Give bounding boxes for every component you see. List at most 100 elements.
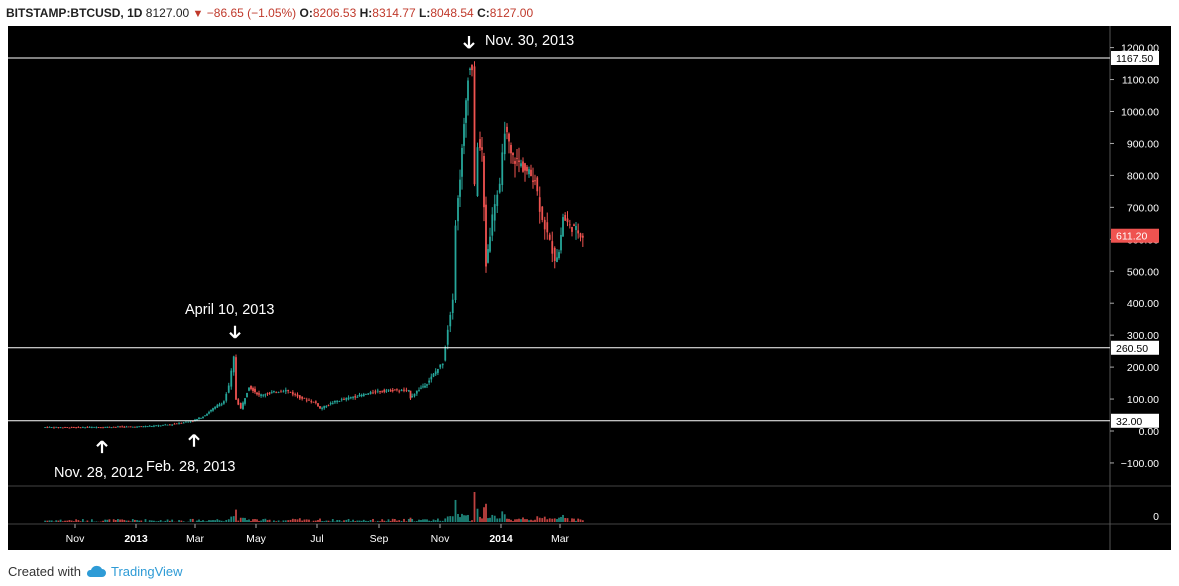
candle-body: [218, 404, 221, 407]
candle-body: [347, 397, 350, 400]
candle-body: [242, 402, 244, 410]
volume-bar: [260, 520, 262, 522]
candle-body: [418, 390, 420, 391]
volume-bar: [208, 520, 210, 522]
last-price-label: 611.20: [1116, 231, 1147, 243]
volume-bar: [206, 521, 208, 522]
volume-bar: [131, 519, 134, 522]
tradingview-link[interactable]: TradingView: [110, 563, 183, 579]
volume-bar: [411, 518, 414, 522]
volume-bar: [314, 520, 317, 522]
volume-bar: [413, 521, 416, 522]
candle-body: [198, 417, 200, 420]
candle-body: [168, 424, 171, 426]
volume-bar: [389, 520, 392, 522]
volume-bar: [204, 521, 206, 522]
volume-bar: [400, 520, 403, 522]
volume-bar: [140, 520, 143, 522]
volume-bar: [246, 520, 248, 522]
candle-body: [112, 426, 115, 428]
candle-body: [155, 425, 158, 427]
candle-body: [548, 234, 551, 240]
candle-body: [389, 390, 392, 392]
volume-bar: [543, 516, 546, 522]
volume-bar: [532, 520, 534, 522]
volume-bar: [381, 519, 384, 522]
candle-body: [441, 363, 444, 366]
volume-bar: [352, 519, 354, 522]
price-chart[interactable]: −100.00 0.00 100.00 200.00 300.00 400.00 500.0…: [8, 26, 1171, 550]
candle-body: [568, 224, 571, 226]
volume-bar: [291, 518, 294, 522]
candle-body: [526, 166, 528, 172]
price-tick-label: 400.00: [1127, 298, 1159, 310]
candle-body: [308, 399, 310, 401]
candle-body: [487, 249, 489, 263]
volume-bar: [216, 519, 219, 522]
volume-bar: [150, 520, 153, 522]
candle-body: [72, 427, 75, 428]
volume-bar: [473, 492, 476, 522]
candle-body: [516, 158, 518, 159]
candle-body: [546, 222, 549, 233]
volume-bar: [210, 520, 212, 522]
volume-bar: [506, 518, 508, 522]
candle-body: [266, 393, 269, 395]
candle-body: [77, 427, 80, 428]
candle-body: [202, 416, 204, 418]
volume-bar: [551, 518, 554, 522]
price-tick-label: 900.00: [1127, 138, 1159, 150]
candle-body: [483, 155, 485, 208]
volume-bar: [64, 520, 66, 522]
low-value: 8048.54: [430, 6, 474, 20]
candle-body: [70, 427, 73, 428]
candle-body: [403, 389, 405, 391]
candle-body: [564, 214, 567, 221]
candle-body: [383, 389, 386, 392]
candle-body: [538, 197, 541, 212]
volume-bar: [227, 519, 230, 522]
candle-body: [415, 390, 418, 394]
candle-body: [97, 427, 100, 429]
volume-bar: [298, 518, 301, 522]
last-price: 8127.00: [145, 6, 190, 20]
volume-bar: [50, 520, 53, 522]
volume-bar: [125, 520, 128, 522]
volume-bar: [127, 520, 130, 522]
volume-bar: [129, 521, 132, 522]
volume-bar: [463, 515, 465, 522]
candle-body: [331, 403, 334, 404]
annotation-label: Nov. 28, 2012: [54, 465, 143, 481]
volume-bar: [558, 517, 560, 522]
candle-body: [212, 408, 214, 411]
candle-body: [367, 393, 370, 395]
volume-bar: [144, 519, 147, 522]
volume-bar: [420, 520, 422, 522]
candle-body: [387, 389, 390, 391]
candle-body: [481, 147, 483, 150]
candle-body: [131, 426, 134, 428]
candle-body: [381, 391, 384, 393]
candle-body: [106, 426, 109, 428]
candle-body: [358, 394, 361, 397]
chart-canvas[interactable]: −100.00 0.00 100.00 200.00 300.00 400.00 500.0…: [8, 26, 1171, 550]
volume-bar: [367, 520, 370, 522]
arrow-down-icon: [229, 325, 241, 339]
volume-bar: [289, 519, 292, 522]
candle-body: [356, 397, 359, 398]
candle-body: [376, 390, 379, 392]
volume-bar: [59, 519, 62, 522]
candle-body: [127, 426, 130, 428]
volume-bar: [528, 520, 530, 522]
volume-bar: [168, 520, 171, 522]
volume-bar: [164, 520, 167, 522]
candle-body: [503, 133, 506, 155]
volume-bar: [338, 519, 341, 522]
candle-body: [360, 394, 363, 397]
price-tick-label: 0.00: [1139, 426, 1160, 438]
candle-body: [79, 427, 82, 429]
candle-body: [178, 423, 180, 425]
candle-body: [439, 364, 442, 368]
volume-bar: [430, 521, 433, 522]
candle-body: [298, 395, 301, 399]
